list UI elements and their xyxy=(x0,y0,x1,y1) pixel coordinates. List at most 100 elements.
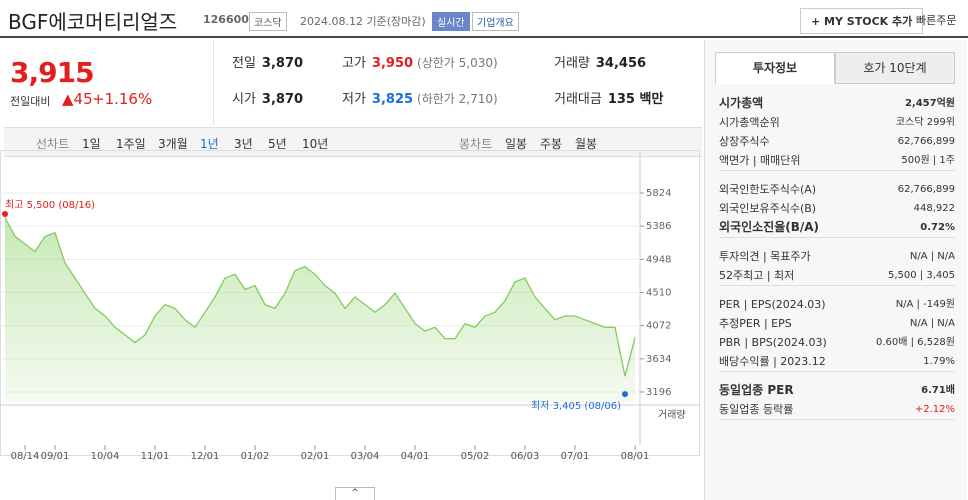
info-row: 추정PER | EPS N/A | N/A xyxy=(719,314,955,333)
stat-value: 3,870 xyxy=(261,56,304,71)
stat: 거래대금 135 백만 xyxy=(554,88,663,107)
period-tab[interactable]: 1년 xyxy=(200,137,219,151)
stat-label: 시가 xyxy=(232,92,256,107)
info-value: 2,457억원 xyxy=(904,98,955,109)
stat-note: (상한가 5,030) xyxy=(417,56,498,70)
candle-tab[interactable]: 주봉 xyxy=(540,137,563,151)
change-label: 전일대비 xyxy=(10,95,51,108)
info-row: 배당수익률 | 2023.12 1.79% xyxy=(719,352,955,371)
info-group: 투자의견 | 목표주가 N/A | N/A 52주최고 | 최저 5,500 | 3,… xyxy=(719,247,955,286)
info-row: 동일업종 PER 6.71배 xyxy=(719,381,955,400)
quick-order-button[interactable]: 빠른주문 xyxy=(916,14,957,27)
y-tick-label: 5824 xyxy=(646,188,671,199)
period-tab[interactable]: 3개월 xyxy=(158,137,188,151)
info-row: PBR | BPS(2024.03) 0.60배 | 6,528원 xyxy=(719,333,955,352)
period-tab[interactable]: 1일 xyxy=(82,137,101,151)
price: 3,915 xyxy=(10,56,95,89)
y-tick-label: 4948 xyxy=(646,254,671,265)
stat-value: 34,456 xyxy=(595,56,647,71)
x-tick-label: 09/01 xyxy=(41,451,70,462)
high-marker xyxy=(2,211,8,217)
y-tick-label: 3634 xyxy=(646,354,671,365)
x-tick-label: 02/01 xyxy=(301,451,330,462)
info-group: 외국인한도주식수(A) 62,766,899 외국인보유주식수(B) 448,922 외… xyxy=(719,180,955,238)
stat: 고가 3,950 (상한가 5,030) xyxy=(342,52,498,71)
stat: 저가 3,825 (하한가 2,710) xyxy=(342,88,498,107)
high-label: 최고 5,500 (08/16) xyxy=(5,199,95,211)
y-tick-label: 4510 xyxy=(646,287,671,298)
info-row: 액면가 | 매매단위 500원 | 1주 xyxy=(719,151,955,170)
plot-frame xyxy=(0,150,700,456)
period-tab[interactable]: 10년 xyxy=(302,137,329,151)
period-tab[interactable]: 5년 xyxy=(268,137,287,151)
stats: 전일 3,870 고가 3,950 (상한가 5,030) 거래량 34,456 시가 3,87… xyxy=(213,40,704,125)
stock-name: BGF에코머티리얼즈 xyxy=(8,10,178,34)
stat: 거래량 34,456 xyxy=(554,52,646,71)
info-group: PER | EPS(2024.03) N/A | -149원 추정PER | EPS… xyxy=(719,295,955,372)
info-label: 동일업종 등락률 xyxy=(719,403,794,416)
overview-dropdown[interactable]: 기업개요 xyxy=(472,12,519,31)
my-stock-button[interactable]: + MY STOCK 추가 xyxy=(800,8,924,34)
x-tick-label: 10/04 xyxy=(91,451,120,462)
volume-label: 거래량 xyxy=(658,409,686,421)
low-label: 최저 3,405 (08/06) xyxy=(531,400,621,412)
y-tick-label: 4072 xyxy=(646,321,671,332)
info-group: 시가총액 2,457억원 시가총액순위 코스닥 299위 상장주식수 62,766,899… xyxy=(719,94,955,171)
stat-label: 거래대금 xyxy=(554,92,602,107)
info-value: +2.12% xyxy=(914,404,955,415)
info-row: 외국인한도주식수(A) 62,766,899 xyxy=(719,180,955,199)
date: 2024.08.12 기준(장마감) xyxy=(300,15,426,28)
info-row: 시가총액순위 코스닥 299위 xyxy=(719,113,955,132)
info-value: N/A | N/A xyxy=(909,251,955,262)
x-tick-label: 04/01 xyxy=(401,451,430,462)
change: ▲45 xyxy=(62,90,93,108)
x-tick-label: 12/01 xyxy=(191,451,220,462)
x-tick-label: 06/03 xyxy=(511,451,540,462)
side-tab[interactable]: 호가 10단계 xyxy=(835,52,955,84)
y-tick-label: 3196 xyxy=(646,387,671,398)
info-value: 500원 | 1주 xyxy=(901,155,955,166)
x-tick-label: 07/01 xyxy=(561,451,590,462)
info-value: 448,922 xyxy=(913,203,955,214)
stat: 전일 3,870 xyxy=(232,52,303,71)
stat-note: (하한가 2,710) xyxy=(417,92,498,106)
info-row: 상장주식수 62,766,899 xyxy=(719,132,955,151)
stat-value: 3,950 xyxy=(371,56,414,71)
info-label: 외국인소진율(B/A) xyxy=(719,220,820,234)
x-tick-label: 08/14 xyxy=(11,451,40,462)
price-area xyxy=(5,217,635,402)
info-row: 외국인보유주식수(B) 448,922 xyxy=(719,199,955,218)
candle-tab[interactable]: 일봉 xyxy=(505,137,528,151)
y-tick-label: 5386 xyxy=(646,221,671,232)
chart: 3196 3634 4072 4510 4948 5386 5824 최고 5,500 (08… xyxy=(0,150,700,462)
info-value: 5,500 | 3,405 xyxy=(888,270,955,281)
chart-tabs: 선차트 1일 1주일 3개월 1년 3년 5년 10년 봉차트 일봉 주봉 월봉 xyxy=(4,127,702,157)
info-row: PER | EPS(2024.03) N/A | -149원 xyxy=(719,295,955,314)
stat-label: 거래량 xyxy=(554,56,590,71)
info-label: PER | EPS(2024.03) xyxy=(719,298,826,311)
period-tab[interactable]: 1주일 xyxy=(116,137,146,151)
info-value: 6.71배 xyxy=(921,385,955,396)
market-badge: 코스닥 xyxy=(249,12,287,31)
candle-tab[interactable]: 월봉 xyxy=(575,137,598,151)
collapse-button[interactable]: ^ xyxy=(335,487,375,500)
info-label: 액면가 | 매매단위 xyxy=(719,154,801,167)
price-line xyxy=(4,217,636,377)
stat-value: 3,870 xyxy=(261,92,304,107)
info-label: 상장주식수 xyxy=(719,135,770,148)
info-label: 추정PER | EPS xyxy=(719,317,792,330)
info-value: 코스닥 299위 xyxy=(895,117,955,128)
info-label: 외국인한도주식수(A) xyxy=(719,183,817,196)
side-panel: 투자정보 호가 10단계 시가총액 2,457억원 시가총액순위 코스닥 299위 상장주식… xyxy=(704,40,967,500)
info-label: PBR | BPS(2024.03) xyxy=(719,336,827,349)
header: BGF에코머티리얼즈 126600 코스닥 2024.08.12 기준(장마감)… xyxy=(0,0,968,38)
realtime-button[interactable]: 실시간 xyxy=(432,12,470,31)
info-value: 0.60배 | 6,528원 xyxy=(875,337,955,348)
info-value: 62,766,899 xyxy=(897,136,955,147)
side-tab[interactable]: 투자정보 xyxy=(715,52,835,84)
period-tab[interactable]: 3년 xyxy=(234,137,253,151)
stat-label: 전일 xyxy=(232,56,256,71)
info-row: 외국인소진율(B/A) 0.72% xyxy=(719,218,955,237)
